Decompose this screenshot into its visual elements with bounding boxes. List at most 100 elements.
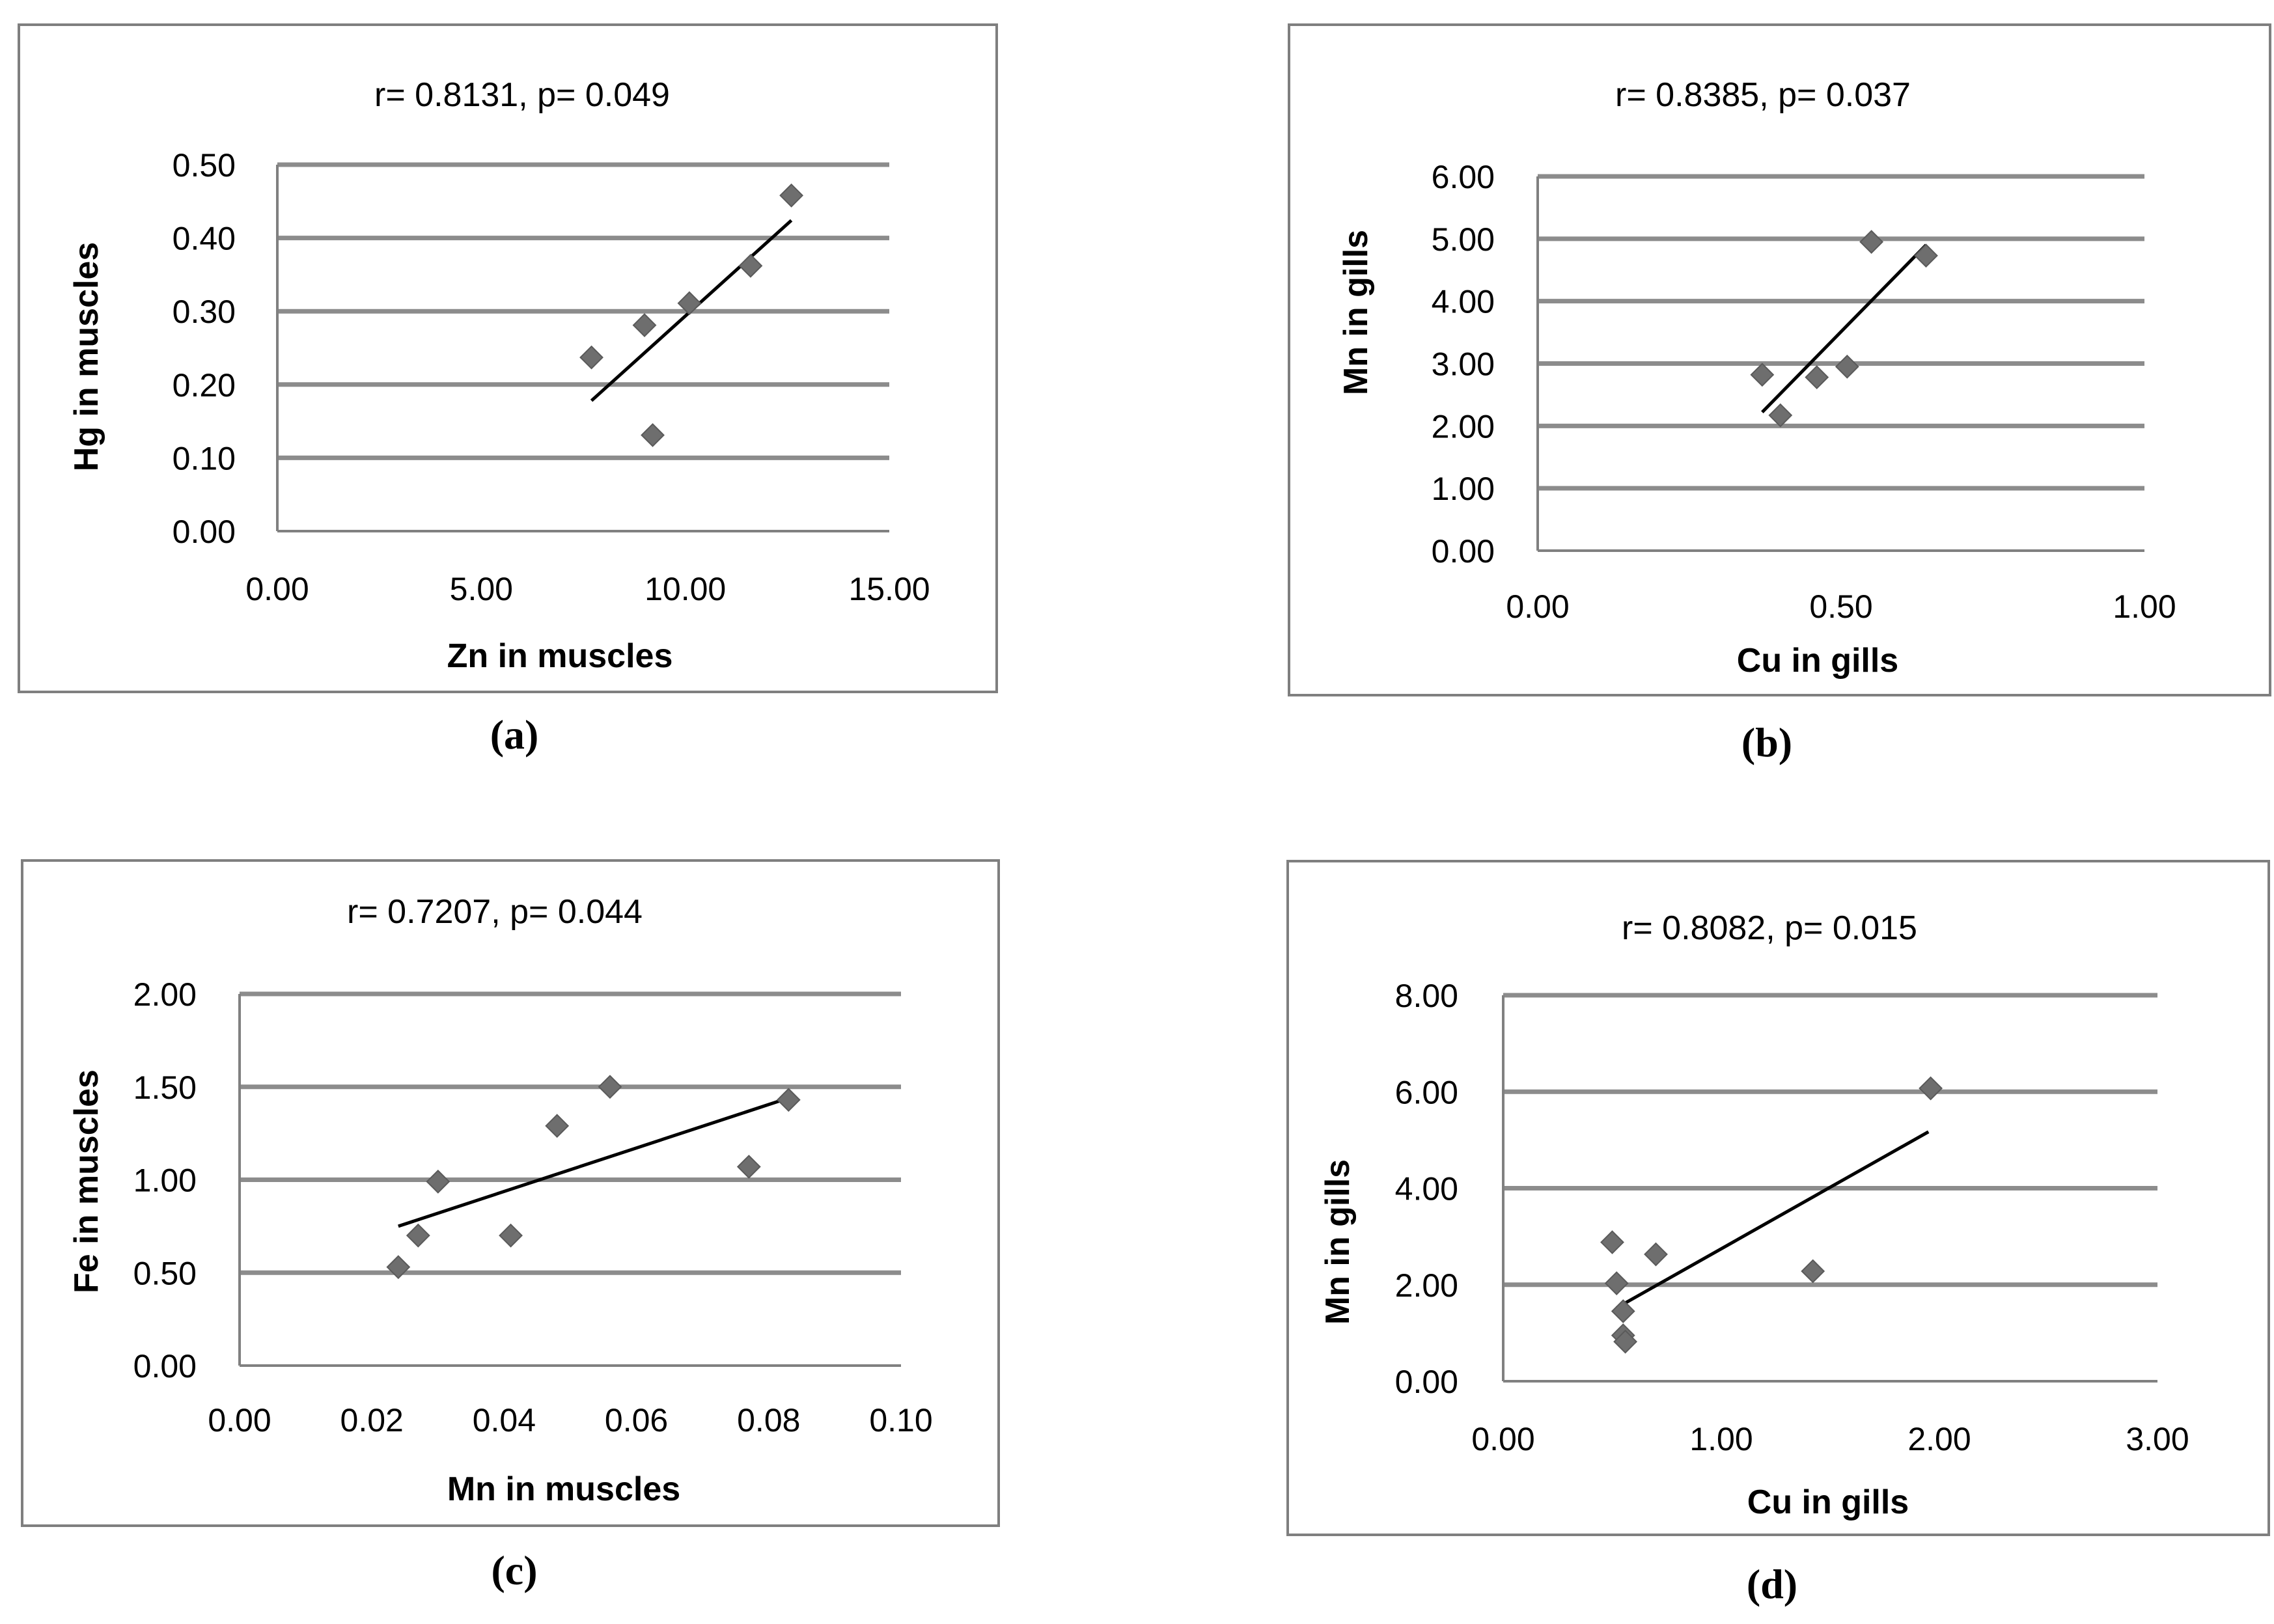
panel-c-frame	[21, 859, 1000, 1527]
panel-c-y-tick-label: 0.00	[133, 1348, 197, 1384]
panel-b-data-point	[1805, 365, 1829, 389]
panel-c-data-point	[499, 1223, 523, 1248]
panel-d-y-tick-label: 2.00	[1395, 1267, 1458, 1304]
panel-c-y-axis-label: Fe in muscles	[68, 1069, 105, 1293]
panel-a-data-point	[632, 313, 657, 338]
panel-b-y-tick-label: 4.00	[1432, 284, 1495, 320]
panel-b-trendline	[1761, 243, 1928, 413]
panel-c-points	[386, 1075, 801, 1280]
panel-c-y-tick-label: 2.00	[133, 976, 197, 1013]
panel-b-data-point	[1914, 243, 1938, 268]
panel-a-x-tick-label: 0.00	[245, 571, 309, 607]
panel-a-y-tick-label: 0.30	[173, 294, 236, 330]
panel-b-x-tick-label: 0.00	[1506, 588, 1569, 625]
panel-b-y-tick-label: 6.00	[1432, 159, 1495, 195]
panel-d: r= 0.8082, p= 0.015 0.00 2.00 4.00 6.00 8.00…	[1286, 860, 2270, 1607]
panel-b-data-point	[1835, 354, 1859, 379]
panel-d-data-point	[1919, 1076, 1943, 1101]
panel-a-y-tick-label: 0.50	[173, 147, 236, 184]
panel-c-tag: (c)	[491, 1547, 537, 1593]
panel-a-y-tick-label: 0.10	[173, 440, 236, 476]
panel-d-x-ticks: 0.00 1.00 2.00 3.00	[1471, 1421, 2189, 1457]
panel-d-x-tick-label: 1.00	[1689, 1421, 1753, 1457]
panel-d-data-point	[1600, 1230, 1624, 1254]
panel-c-trendline	[398, 1096, 790, 1228]
panel-d-y-tick-label: 0.00	[1395, 1364, 1458, 1400]
panel-d-y-axis-label: Mn in gills	[1319, 1159, 1357, 1325]
panel-c-data-point	[386, 1255, 411, 1280]
panel-b-x-axis-label: Cu in gills	[1737, 642, 1898, 680]
panel-b-y-axis-label: Mn in gills	[1337, 230, 1375, 395]
panel-a-x-ticks: 0.00 5.00 10.00 15.00	[245, 571, 930, 607]
panel-d-frame	[1286, 860, 2270, 1536]
panel-a-x-tick-label: 10.00	[645, 571, 726, 607]
panel-b-gridlines	[1538, 174, 2144, 491]
panel-c-x-tick-label: 0.06	[605, 1402, 668, 1438]
panel-d-data-point	[1613, 1329, 1638, 1354]
panel-b-y-ticks: 0.00 1.00 2.00 3.00 4.00 5.00 6.00	[1432, 159, 1495, 570]
panel-c-data-point	[776, 1088, 801, 1112]
panel-d-x-tick-label: 2.00	[1907, 1421, 1971, 1457]
panel-c-x-tick-label: 0.02	[340, 1402, 404, 1438]
panel-c-data-point	[598, 1075, 622, 1099]
panel-c-data-point	[426, 1169, 451, 1194]
panel-d-trendline	[1615, 1130, 1930, 1310]
panel-c-x-tick-label: 0.00	[208, 1402, 271, 1438]
panel-d-data-point	[1801, 1259, 1825, 1284]
panel-a-x-axis-label: Zn in muscles	[447, 637, 673, 675]
panel-d-data-point	[1644, 1242, 1668, 1267]
panel-a-y-axis-label: Hg in muscles	[68, 242, 105, 472]
panel-c-y-ticks: 0.00 0.50 1.00 1.50 2.00	[133, 976, 197, 1384]
panel-b-x-tick-label: 1.00	[2113, 588, 2176, 625]
panel-c-data-point	[545, 1114, 570, 1138]
panel-b-data-point	[1768, 403, 1793, 428]
panel-a-data-point	[579, 345, 603, 370]
panel-d-x-tick-label: 3.00	[2126, 1421, 2189, 1457]
panel-c-x-axis-label: Mn in muscles	[447, 1470, 680, 1508]
panel-c-data-point	[406, 1223, 430, 1248]
panel-b-y-tick-label: 1.00	[1432, 471, 1495, 507]
panel-d-points	[1600, 1076, 1943, 1354]
panel-b-points	[1750, 230, 1938, 428]
panel-a-tag: (a)	[490, 711, 539, 758]
panel-d-axes	[1502, 995, 2157, 1383]
panel-b-axes	[1536, 176, 2144, 552]
panel-b: r= 0.8385, p= 0.037 0.00 1.00 2.00 3.00 4.00…	[1288, 23, 2271, 765]
panel-a-frame	[18, 23, 998, 693]
panel-c-axes	[238, 994, 901, 1367]
panel-a-data-point	[677, 291, 702, 316]
panel-d-y-ticks: 0.00 2.00 4.00 6.00 8.00	[1395, 978, 1458, 1400]
panel-b-y-tick-label: 5.00	[1432, 221, 1495, 258]
panel-b-data-point	[1750, 363, 1775, 387]
panel-b-data-point	[1859, 230, 1884, 255]
panel-a-y-ticks: 0.00 0.10 0.20 0.30 0.40 0.50	[173, 147, 236, 550]
panel-c-x-tick-label: 0.08	[737, 1402, 800, 1438]
panel-d-y-tick-label: 4.00	[1395, 1171, 1458, 1207]
panel-c: r= 0.7207, p= 0.044 0.00 0.50 1.00 1.50 2.00…	[21, 859, 1000, 1593]
panel-c-y-tick-label: 1.00	[133, 1163, 197, 1199]
panel-c-gridlines	[240, 991, 901, 1275]
panel-b-frame	[1288, 23, 2271, 696]
panel-a-x-tick-label: 15.00	[848, 571, 930, 607]
panel-d-title: r= 0.8082, p= 0.015	[1622, 909, 1917, 947]
panel-b-tag: (b)	[1741, 719, 1792, 765]
panel-a-y-tick-label: 0.40	[173, 221, 236, 257]
panel-a-points	[579, 183, 804, 447]
panel-b-x-ticks: 0.00 0.50 1.00	[1506, 588, 2176, 625]
panel-a-title: r= 0.8131, p= 0.049	[374, 76, 670, 114]
panel-d-data-point	[1604, 1271, 1629, 1295]
panel-a-y-tick-label: 0.00	[173, 514, 236, 550]
panel-c-y-tick-label: 0.50	[133, 1255, 197, 1291]
panel-a-x-tick-label: 5.00	[450, 571, 513, 607]
panel-a-data-point	[641, 423, 665, 447]
panel-d-x-tick-label: 0.00	[1471, 1421, 1534, 1457]
panel-d-data-point	[1611, 1299, 1635, 1323]
panel-a-gridlines	[277, 162, 889, 460]
panel-b-title: r= 0.8385, p= 0.037	[1615, 76, 1911, 114]
panel-b-y-tick-label: 0.00	[1432, 533, 1495, 570]
panel-a-y-tick-label: 0.20	[173, 367, 236, 404]
panel-c-x-ticks: 0.00 0.02 0.04 0.06 0.08 0.10	[208, 1402, 932, 1438]
panel-c-x-tick-label: 0.04	[473, 1402, 536, 1438]
panel-c-title: r= 0.7207, p= 0.044	[347, 893, 643, 931]
